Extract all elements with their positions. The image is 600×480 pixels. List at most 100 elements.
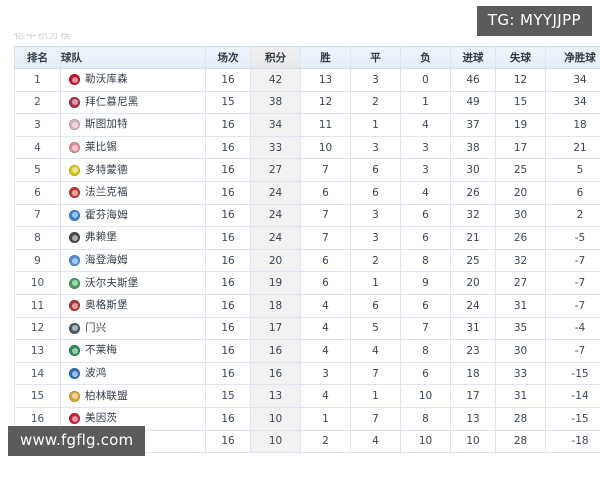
cell-goal-diff: -4 — [545, 317, 600, 341]
table-row[interactable]: 9 海登海姆 16 20 6 2 8 25 32 -7 — [14, 249, 600, 273]
column-header-rank[interactable]: 排名 — [14, 46, 61, 69]
team-cell: 柏林联盟 — [69, 390, 205, 402]
column-header-goals-for[interactable]: 进球 — [450, 46, 496, 69]
cell-team[interactable]: 拜仁慕尼黑 — [60, 91, 206, 115]
cell-points: 38 — [250, 91, 301, 115]
cell-team[interactable]: 不莱梅 — [60, 339, 206, 363]
cell-goals-for: 25 — [450, 249, 496, 273]
cell-team[interactable]: 柏林联盟 — [60, 384, 206, 408]
cell-rank: 9 — [14, 249, 61, 273]
team-name: 霍芬海姆 — [85, 208, 128, 221]
cell-goals-against: 20 — [495, 181, 546, 205]
cell-goal-diff: 6 — [545, 181, 600, 205]
cell-draw: 4 — [350, 430, 401, 454]
table-row[interactable]: 4 莱比锡 16 33 10 3 3 38 17 21 — [14, 136, 600, 160]
cell-played: 16 — [205, 158, 251, 182]
team-cell: 波鸿 — [69, 368, 205, 380]
team-cell: 法兰克福 — [69, 187, 205, 199]
table-row[interactable]: 7 霍芬海姆 16 24 7 3 6 32 30 2 — [14, 204, 600, 228]
cell-team[interactable]: 法兰克福 — [60, 181, 206, 205]
cell-team[interactable]: 霍芬海姆 — [60, 204, 206, 228]
column-header-draw[interactable]: 平 — [350, 46, 401, 69]
table-row[interactable]: 16 美因茨 16 10 1 7 8 13 28 -15 — [14, 407, 600, 431]
table-row[interactable]: 11 奥格斯堡 16 18 4 6 6 24 31 -7 — [14, 294, 600, 318]
cell-team[interactable]: 弗赖堡 — [60, 226, 206, 250]
column-header-goal-diff[interactable]: 净胜球 — [545, 46, 600, 69]
table-row[interactable]: 10 沃尔夫斯堡 16 19 6 1 9 20 27 -7 — [14, 271, 600, 295]
cell-goals-against: 19 — [495, 113, 546, 137]
cell-loss: 6 — [400, 362, 451, 386]
table-row[interactable]: 8 弗赖堡 16 24 7 3 6 21 26 -5 — [14, 226, 600, 250]
cell-rank: 15 — [14, 384, 61, 408]
cell-team[interactable]: 美因茨 — [60, 407, 206, 431]
column-header-team[interactable]: 球队 — [60, 46, 206, 69]
cell-loss: 4 — [400, 113, 451, 137]
cell-team[interactable]: 多特蒙德 — [60, 158, 206, 182]
cell-goals-for: 26 — [450, 181, 496, 205]
wolfsburg-crest-icon — [69, 277, 80, 289]
cell-loss: 8 — [400, 407, 451, 431]
team-name: 斯图加特 — [85, 118, 128, 131]
cell-goals-against: 33 — [495, 362, 546, 386]
cell-rank: 8 — [14, 226, 61, 250]
cell-team[interactable]: 莱比锡 — [60, 136, 206, 160]
cell-goals-against: 32 — [495, 249, 546, 273]
table-row[interactable]: 14 波鸿 16 16 3 7 6 18 33 -15 — [14, 362, 600, 386]
heidenheim-crest-icon — [69, 255, 80, 267]
table-row[interactable]: 3 斯图加特 16 34 11 1 4 37 19 18 — [14, 113, 600, 137]
cell-points: 10 — [250, 407, 301, 431]
cell-rank: 10 — [14, 271, 61, 295]
table-row[interactable]: 2 拜仁慕尼黑 15 38 12 2 1 49 15 34 — [14, 91, 600, 115]
cell-team[interactable]: 沃尔夫斯堡 — [60, 271, 206, 295]
cell-played: 16 — [205, 407, 251, 431]
cell-draw: 1 — [350, 271, 401, 295]
table-row[interactable]: 5 多特蒙德 16 27 7 6 3 30 25 5 — [14, 158, 600, 182]
cell-goals-against: 27 — [495, 271, 546, 295]
team-name: 不莱梅 — [85, 344, 118, 357]
table-row[interactable]: 1 勒沃库森 16 42 13 3 0 46 12 34 — [14, 68, 600, 92]
cell-rank: 3 — [14, 113, 61, 137]
table-row[interactable]: 15 柏林联盟 15 13 4 1 10 17 31 -14 — [14, 384, 600, 408]
cell-team[interactable]: 奥格斯堡 — [60, 294, 206, 318]
cell-points: 13 — [250, 384, 301, 408]
column-header-loss[interactable]: 负 — [400, 46, 451, 69]
cell-goals-against: 30 — [495, 339, 546, 363]
bayern-crest-icon — [69, 96, 80, 108]
cell-goals-against: 26 — [495, 226, 546, 250]
column-header-goals-against[interactable]: 失球 — [495, 46, 546, 69]
cell-draw: 1 — [350, 384, 401, 408]
cell-points: 24 — [250, 204, 301, 228]
cell-loss: 9 — [400, 271, 451, 295]
cell-rank: 1 — [14, 68, 61, 92]
cell-points: 16 — [250, 362, 301, 386]
table-row[interactable]: 13 不莱梅 16 16 4 4 8 23 30 -7 — [14, 339, 600, 363]
cell-points: 27 — [250, 158, 301, 182]
cell-goals-for: 46 — [450, 68, 496, 92]
bremen-crest-icon — [69, 345, 80, 357]
cell-loss: 8 — [400, 339, 451, 363]
cell-team[interactable]: 斯图加特 — [60, 113, 206, 137]
cell-goals-against: 12 — [495, 68, 546, 92]
cell-team[interactable]: 勒沃库森 — [60, 68, 206, 92]
cell-team[interactable]: 波鸿 — [60, 362, 206, 386]
leipzig-crest-icon — [69, 142, 80, 154]
cell-points: 19 — [250, 271, 301, 295]
cell-played: 16 — [205, 294, 251, 318]
table-row[interactable]: 12 门兴 16 17 4 5 7 31 35 -4 — [14, 317, 600, 341]
cell-team[interactable]: 门兴 — [60, 317, 206, 341]
cell-goals-against: 30 — [495, 204, 546, 228]
cell-points: 16 — [250, 339, 301, 363]
team-cell: 不莱梅 — [69, 344, 205, 357]
column-header-win[interactable]: 胜 — [300, 46, 351, 69]
frankfurt-crest-icon — [69, 187, 80, 199]
cell-loss: 1 — [400, 91, 451, 115]
standings-body: 1 勒沃库森 16 42 13 3 0 46 12 34 2 拜仁慕尼黑 15 38 12 2 1 49 15 34 3… — [14, 68, 600, 454]
column-header-points[interactable]: 积分 — [250, 46, 301, 69]
cell-loss: 4 — [400, 181, 451, 205]
team-cell: 奥格斯堡 — [69, 300, 205, 312]
cell-draw: 1 — [350, 113, 401, 137]
cell-goals-against: 31 — [495, 294, 546, 318]
cell-team[interactable]: 海登海姆 — [60, 249, 206, 273]
column-header-played[interactable]: 场次 — [205, 46, 251, 69]
table-row[interactable]: 6 法兰克福 16 24 6 6 4 26 20 6 — [14, 181, 600, 205]
